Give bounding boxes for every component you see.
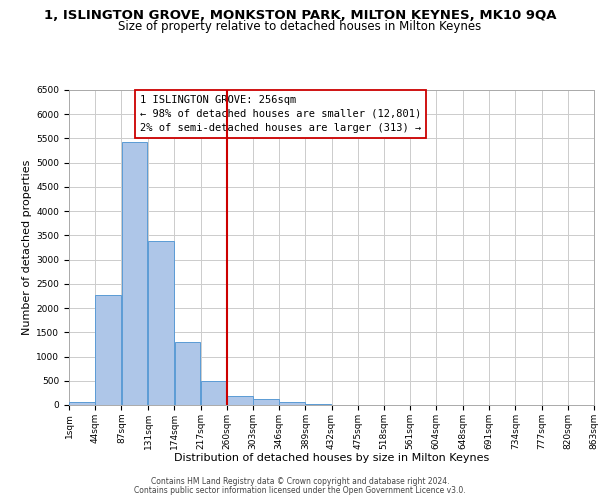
Bar (175, 342, 200, 405)
Bar (253, 399, 279, 405)
Text: Contains HM Land Registry data © Crown copyright and database right 2024.: Contains HM Land Registry data © Crown c… (151, 477, 449, 486)
Text: 1 ISLINGTON GROVE: 256sqm
← 98% of detached houses are smaller (12,801)
2% of se: 1 ISLINGTON GROVE: 256sqm ← 98% of detac… (140, 94, 421, 132)
Bar (201, 382, 227, 405)
Bar (279, 402, 305, 405)
Y-axis label: Number of detached properties: Number of detached properties (22, 160, 32, 335)
Bar (227, 396, 253, 405)
Bar (95, 294, 121, 405)
Text: 1, ISLINGTON GROVE, MONKSTON PARK, MILTON KEYNES, MK10 9QA: 1, ISLINGTON GROVE, MONKSTON PARK, MILTO… (44, 9, 556, 22)
X-axis label: Distribution of detached houses by size in Milton Keynes: Distribution of detached houses by size … (174, 453, 489, 463)
Text: Size of property relative to detached houses in Milton Keynes: Size of property relative to detached ho… (118, 20, 482, 33)
Text: Contains public sector information licensed under the Open Government Licence v3: Contains public sector information licen… (134, 486, 466, 495)
Bar (148, 241, 174, 405)
Bar (122, 142, 148, 405)
Bar (69, 402, 95, 405)
Bar (305, 404, 331, 405)
